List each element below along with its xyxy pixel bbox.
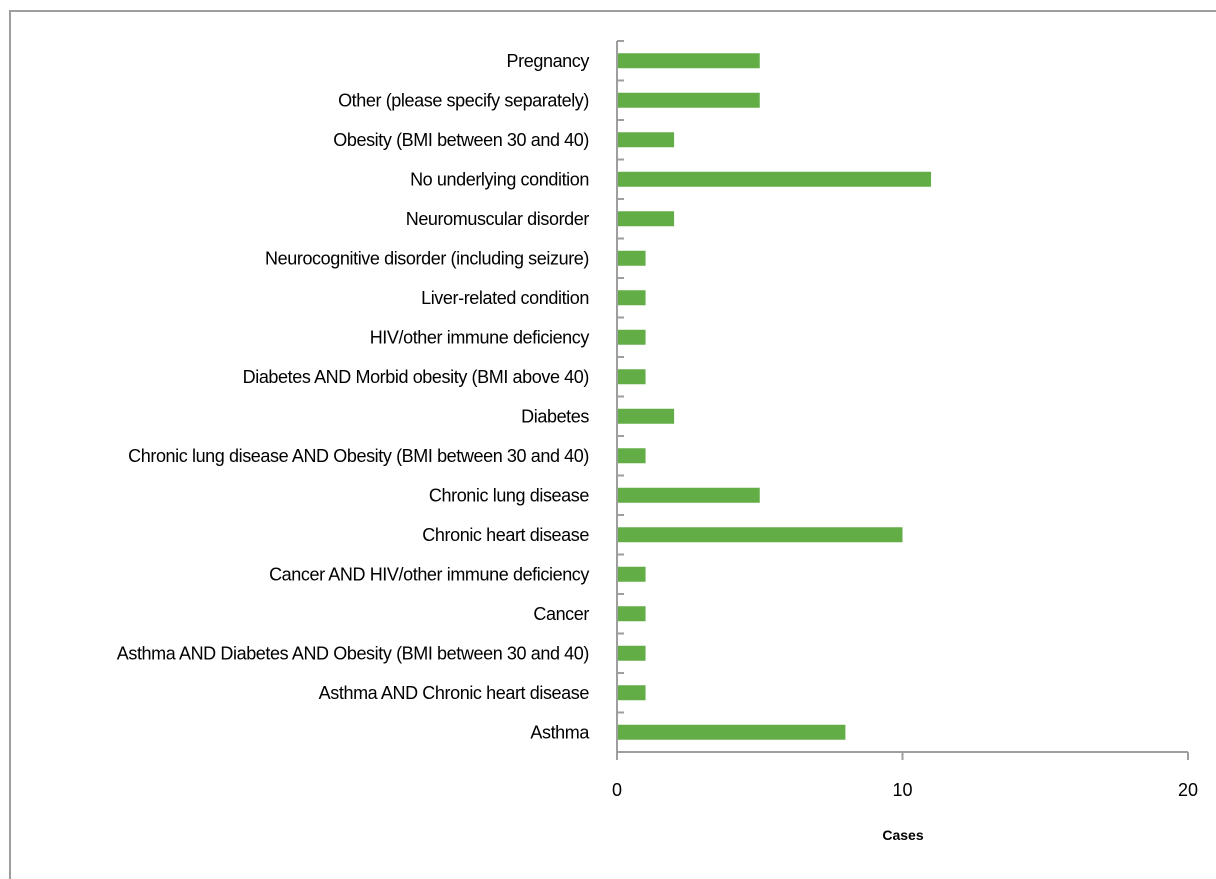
chart-frame: [9, 10, 1216, 879]
category-label: Neurocognitive disorder (including seizu…: [265, 248, 589, 268]
category-labels-group: Asthma Asthma AND Chronic heart disease As…: [117, 51, 591, 743]
category-label: Diabetes: [521, 406, 589, 426]
x-tick-label: 20: [1178, 780, 1198, 800]
y-ticks-group: [617, 40, 624, 753]
bar: [617, 250, 646, 266]
bar: [617, 645, 646, 661]
category-label: Pregnancy: [507, 51, 590, 71]
category-label: Chronic heart disease: [422, 525, 589, 545]
x-tick-label: 0: [612, 780, 622, 800]
category-label: Chronic lung disease AND Obesity (BMI be…: [128, 446, 589, 466]
category-label: Cancer: [533, 604, 589, 624]
bar: [617, 132, 675, 148]
category-label: Other (please specify separately): [338, 90, 589, 110]
bar: [617, 92, 760, 108]
bar: [617, 527, 903, 543]
bar: [617, 290, 646, 306]
bars-group: [617, 53, 932, 740]
x-ticks-group: 0 10 20: [612, 752, 1198, 800]
bar: [617, 724, 846, 740]
category-label: Asthma AND Chronic heart disease: [319, 683, 590, 703]
category-label: Asthma: [530, 722, 590, 742]
category-label: No underlying condition: [410, 169, 589, 189]
category-label: Obesity (BMI between 30 and 40): [333, 130, 589, 150]
category-label: HIV/other immune deficiency: [370, 327, 590, 347]
x-axis-title: Cases: [882, 827, 923, 843]
category-label: Cancer AND HIV/other immune deficiency: [269, 564, 589, 584]
bar: [617, 53, 760, 69]
category-label: Chronic lung disease: [429, 485, 589, 505]
bar: [617, 448, 646, 464]
bar: [617, 369, 646, 385]
bar: [617, 566, 646, 582]
bar: [617, 408, 675, 424]
bar: [617, 211, 675, 227]
bar: [617, 171, 932, 187]
bar: [617, 329, 646, 345]
bar: [617, 606, 646, 622]
x-tick-label: 10: [892, 780, 912, 800]
category-label: Diabetes AND Morbid obesity (BMI above 4…: [243, 367, 589, 387]
bar: [617, 685, 646, 701]
bar: [617, 487, 760, 503]
category-label: Neuromuscular disorder: [406, 209, 590, 229]
category-label: Liver-related condition: [421, 288, 589, 308]
category-label: Asthma AND Diabetes AND Obesity (BMI bet…: [117, 643, 589, 663]
